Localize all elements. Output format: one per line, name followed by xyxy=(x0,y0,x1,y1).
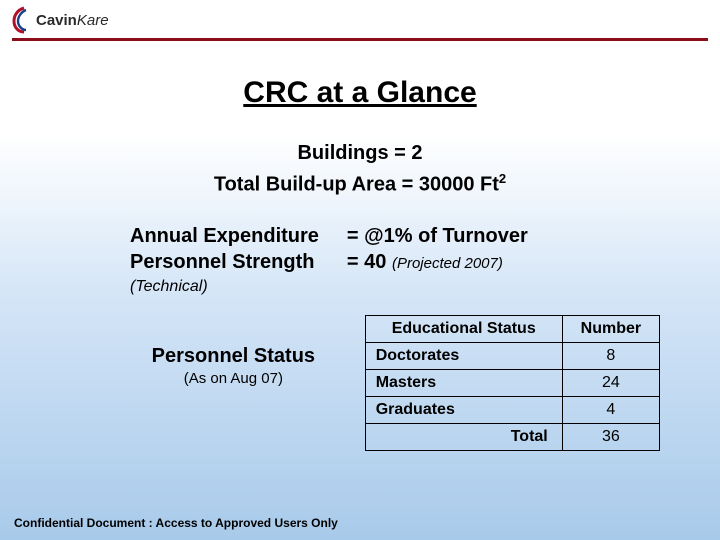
mid-right: = @1% of Turnover = 40 (Projected 2007) xyxy=(347,223,528,275)
table-cell-label: Graduates xyxy=(365,397,562,424)
logo-text-italic: Kare xyxy=(77,12,109,29)
table-header-row: Educational Status Number xyxy=(365,316,659,343)
table-row: Doctorates 8 xyxy=(365,343,659,370)
table-header-number: Number xyxy=(562,316,659,343)
table-cell-value: 24 xyxy=(562,370,659,397)
education-table: Educational Status Number Doctorates 8 M… xyxy=(365,315,660,451)
fact-buildings: Buildings = 2 xyxy=(0,138,720,169)
personnel-status-heading: Personnel Status xyxy=(130,345,337,368)
fact-area: Total Build-up Area = 30000 Ft2 xyxy=(0,169,720,201)
table-row: Masters 24 xyxy=(365,370,659,397)
footer-confidential: Confidential Document : Access to Approv… xyxy=(14,516,338,530)
table-cell-label: Doctorates xyxy=(365,343,562,370)
facts-block: Buildings = 2 Total Build-up Area = 3000… xyxy=(0,138,720,201)
table-cell-value: 4 xyxy=(562,397,659,424)
mid-block: Annual Expenditure Personnel Strength (T… xyxy=(0,223,720,298)
table-cell-label: Masters xyxy=(365,370,562,397)
mid-left: Annual Expenditure Personnel Strength (T… xyxy=(130,223,319,298)
logo: CavinKare xyxy=(12,6,708,34)
personnel-strength-projected: (Projected 2007) xyxy=(392,255,503,272)
table-total-label: Total xyxy=(365,424,562,451)
personnel-strength-number: = 40 xyxy=(347,251,392,273)
expenditure-value: = @1% of Turnover xyxy=(347,223,528,249)
personnel-strength-label: Personnel Strength xyxy=(130,249,319,275)
fact-area-sup: 2 xyxy=(499,171,506,186)
technical-note: (Technical) xyxy=(130,277,319,298)
table-header-status: Educational Status xyxy=(365,316,562,343)
personnel-strength-value: = 40 (Projected 2007) xyxy=(347,249,528,275)
header-rule xyxy=(12,38,708,41)
logo-text: CavinKare xyxy=(36,12,109,29)
expenditure-label: Annual Expenditure xyxy=(130,223,319,249)
table-total-value: 36 xyxy=(562,424,659,451)
header: CavinKare xyxy=(0,0,720,48)
logo-text-bold: Cavin xyxy=(36,12,77,29)
logo-mark-icon xyxy=(12,6,32,34)
table-total-row: Total 36 xyxy=(365,424,659,451)
lower-block: Personnel Status (As on Aug 07) Educatio… xyxy=(0,315,720,451)
fact-area-text: Total Build-up Area = 30000 Ft xyxy=(214,174,499,196)
personnel-status-asof: (As on Aug 07) xyxy=(130,370,337,387)
personnel-status-heading-block: Personnel Status (As on Aug 07) xyxy=(130,315,337,387)
table-row: Graduates 4 xyxy=(365,397,659,424)
table-cell-value: 8 xyxy=(562,343,659,370)
page-title: CRC at a Glance xyxy=(0,76,720,110)
